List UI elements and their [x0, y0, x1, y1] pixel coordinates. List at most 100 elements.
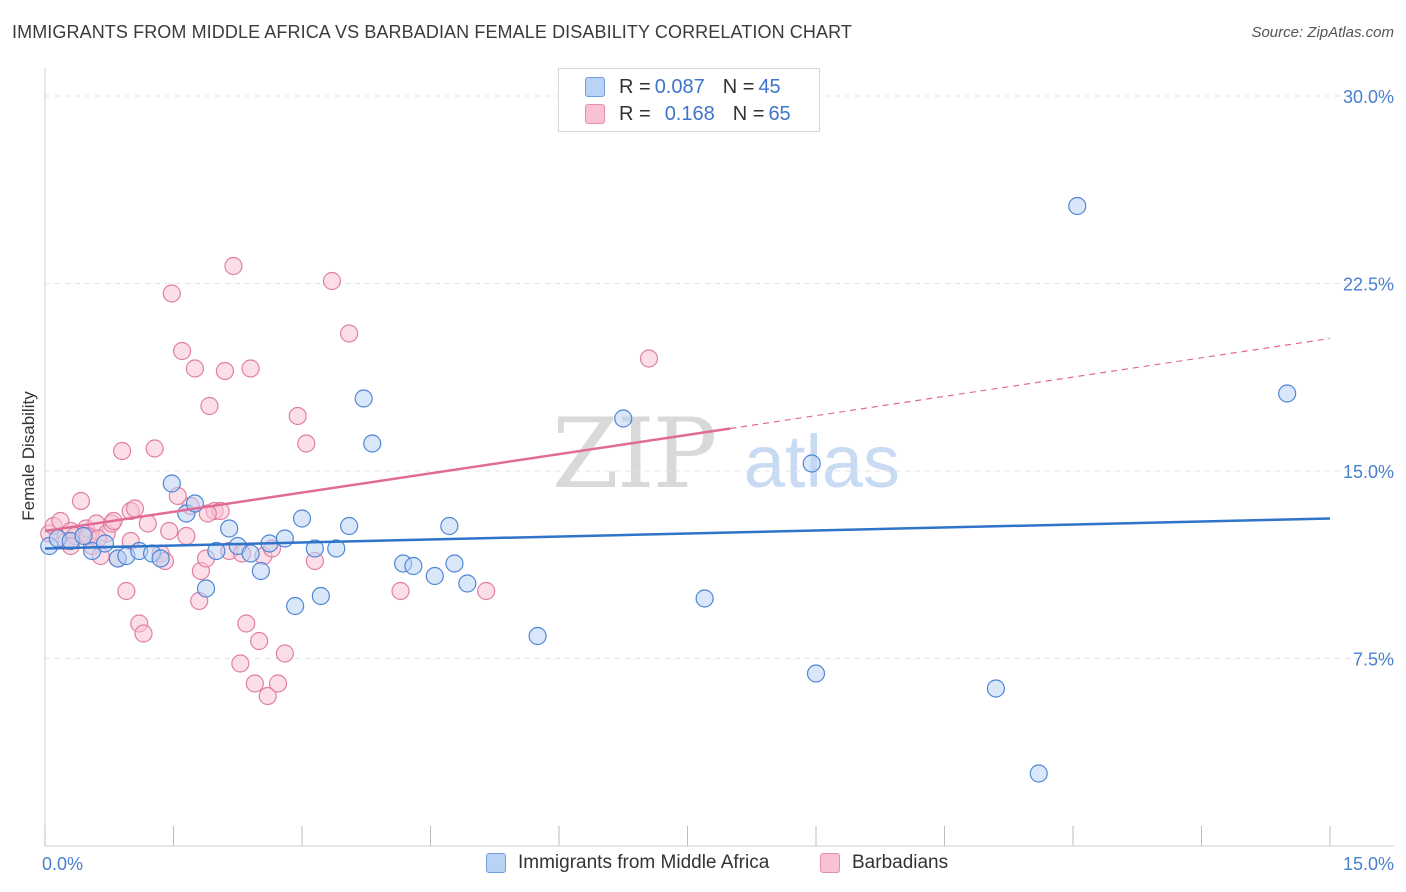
trend-lines	[44, 337, 1331, 550]
barbadians-point	[177, 526, 196, 546]
bottom-legend-label-barbadians: Barbadians	[852, 852, 949, 873]
middle-africa-points	[40, 196, 1297, 783]
barbadians-point	[125, 499, 145, 518]
barbadians-point	[215, 361, 234, 381]
barbadians-point	[241, 359, 260, 378]
middle-africa-point	[151, 549, 170, 568]
barbadians-point	[112, 441, 132, 461]
middle-africa-point	[292, 509, 312, 528]
barbadians-point	[245, 674, 264, 693]
barbadians-point	[224, 256, 243, 276]
middle-africa-point	[440, 516, 459, 536]
bottom-legend-label-middle-africa: Immigrants from Middle Africa	[518, 852, 770, 873]
legend-row-barbadians: R = 0.168 N = 65	[585, 102, 791, 126]
y-tick-labels: 7.5% 15.0% 22.5% 30.0%	[1343, 87, 1394, 670]
barbadians-point	[258, 686, 277, 706]
barbadians-point	[391, 581, 410, 601]
watermark-atlas: atlas	[743, 420, 901, 503]
middle-africa-point	[986, 679, 1006, 698]
barbadians-point	[162, 284, 181, 303]
source-label: Source: ZipAtlas.com	[1251, 24, 1394, 41]
barbadians-point	[145, 439, 164, 458]
watermark: ZIP atlas	[552, 398, 900, 510]
barbadians-point	[297, 434, 316, 453]
barbadians-point	[322, 271, 342, 291]
bottom-legend-swatch-blue	[486, 853, 506, 873]
barbadians-point	[231, 654, 250, 673]
middle-africa-point	[251, 561, 270, 581]
barbadians-point	[288, 406, 307, 426]
gridlines	[45, 95, 1394, 659]
barbadians-points	[40, 256, 659, 706]
legend-r-label: R =	[619, 75, 651, 98]
y-tick-label: 30.0%	[1343, 87, 1394, 107]
barbadians-point	[200, 396, 219, 416]
barbadians-point	[160, 521, 179, 541]
barbadians-point	[117, 581, 136, 601]
watermark-zip: ZIP	[552, 398, 717, 510]
middle-africa-point	[305, 539, 324, 558]
middle-africa-point	[695, 589, 714, 608]
barbadians-point	[237, 614, 256, 633]
bottom-legend-barbadians: Barbadians	[820, 852, 948, 874]
barbadians-point	[340, 324, 359, 343]
middle-africa-point	[220, 519, 239, 538]
axes	[44, 68, 1394, 847]
y-tick-label: 15.0%	[1343, 462, 1394, 482]
barbadians-point	[275, 644, 294, 663]
barbadians-point	[185, 359, 205, 378]
legend-n-label: N =	[732, 102, 765, 125]
y-tick-label: 7.5%	[1353, 650, 1394, 670]
legend-r-value: 0.087	[654, 75, 705, 98]
middle-africa-point	[528, 626, 547, 646]
y-tick-label: 22.5%	[1343, 275, 1394, 295]
middle-africa-point	[1278, 384, 1297, 403]
middle-africa-point	[286, 596, 305, 616]
legend-n-label: N =	[722, 75, 755, 98]
middle-africa-trend-line	[44, 517, 1331, 550]
correlation-legend: R = 0.087 N = 45 R = 0.168 N = 65	[558, 68, 820, 132]
legend-swatch-pink	[585, 104, 605, 124]
legend-r-label: R =	[619, 102, 651, 125]
x-ticks	[44, 826, 1331, 846]
middle-africa-point	[614, 409, 633, 428]
middle-africa-point	[340, 516, 359, 536]
legend-r-value: 0.168	[664, 102, 715, 125]
middle-africa-point	[445, 554, 464, 573]
x-tick-label-max: 15.0%	[1343, 854, 1394, 874]
middle-africa-point	[95, 534, 115, 553]
x-tick-label-min: 0.0%	[42, 854, 83, 874]
middle-africa-point	[74, 526, 93, 546]
barbadians-point	[134, 624, 153, 643]
barbadians-point	[268, 674, 288, 693]
middle-africa-point	[802, 454, 821, 473]
chart-title: IMMIGRANTS FROM MIDDLE AFRICA VS BARBADI…	[12, 22, 852, 42]
middle-africa-point	[458, 574, 477, 593]
legend-row-middle-africa: R = 0.087 N = 45	[585, 75, 781, 99]
middle-africa-point	[806, 664, 826, 683]
barbadians-point	[639, 349, 659, 368]
middle-africa-point	[1029, 764, 1048, 783]
bottom-legend-swatch-pink	[820, 853, 840, 873]
barbadians-trend-line	[44, 427, 731, 533]
middle-africa-point	[1068, 196, 1087, 216]
y-axis-label: Female Disability	[19, 391, 38, 521]
middle-africa-point	[327, 539, 346, 558]
legend-swatch-blue	[585, 77, 605, 97]
middle-africa-point	[425, 566, 444, 586]
middle-africa-point	[354, 389, 373, 408]
legend-n-value: 45	[758, 75, 781, 98]
bottom-legend-middle-africa: Immigrants from Middle Africa	[486, 852, 769, 874]
barbadians-point	[477, 581, 496, 601]
middle-africa-point	[207, 541, 226, 561]
barbadians-point	[172, 341, 192, 361]
middle-africa-point	[311, 586, 330, 606]
middle-africa-point	[162, 474, 181, 493]
barbadians-point	[71, 491, 91, 511]
legend-n-value: 65	[768, 102, 791, 125]
barbadians-point	[198, 504, 217, 523]
middle-africa-point	[363, 434, 382, 453]
middle-africa-point	[404, 556, 423, 576]
middle-africa-point	[241, 544, 260, 563]
